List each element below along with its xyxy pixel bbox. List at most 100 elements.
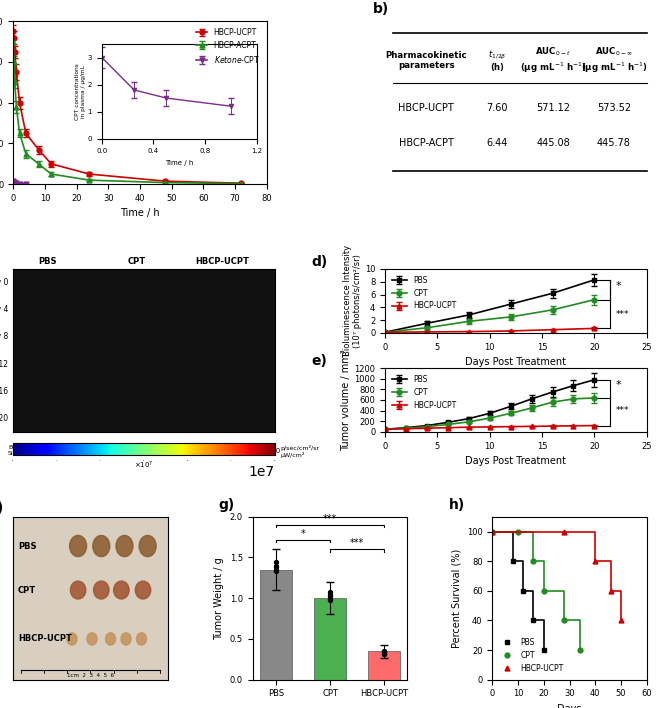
- Text: Day 4: Day 4: [0, 305, 8, 314]
- Ellipse shape: [106, 633, 116, 645]
- Legend: PBS, CPT, HBCP-UCPT: PBS, CPT, HBCP-UCPT: [389, 372, 459, 413]
- Y-axis label: Tumor Weight / g: Tumor Weight / g: [214, 556, 224, 639]
- Text: HBCP-ACPT: HBCP-ACPT: [399, 139, 453, 149]
- Legend: PBS, CPT, HBCP-UCPT: PBS, CPT, HBCP-UCPT: [496, 635, 567, 676]
- Text: *: *: [615, 281, 621, 292]
- PBS: [488, 527, 496, 536]
- Text: 1cm  2  3  4  5  6: 1cm 2 3 4 5 6: [67, 673, 114, 678]
- Ellipse shape: [139, 535, 156, 556]
- X-axis label: Days: Days: [557, 704, 581, 708]
- PBS: [509, 557, 517, 566]
- Point: [271, 556, 281, 568]
- Line: CPT: CPT: [490, 529, 582, 653]
- Point: [379, 649, 389, 660]
- Text: d): d): [312, 255, 328, 269]
- PBS: [540, 646, 548, 654]
- Text: $t_{1/2\beta}$
(h): $t_{1/2\beta}$ (h): [488, 49, 507, 72]
- Ellipse shape: [93, 535, 110, 556]
- Text: h): h): [449, 498, 465, 512]
- Point: [325, 590, 335, 602]
- Ellipse shape: [116, 535, 133, 556]
- CPT: [540, 586, 548, 595]
- Text: *: *: [300, 529, 306, 539]
- Bar: [368, 651, 400, 680]
- Text: Day 8: Day 8: [0, 332, 8, 341]
- Text: f): f): [0, 501, 4, 515]
- CPT: [576, 646, 584, 654]
- Y-axis label: Tumor volume / mm³: Tumor volume / mm³: [341, 349, 352, 451]
- Text: 445.08: 445.08: [536, 139, 570, 149]
- HBCP-UCPT: [617, 616, 625, 624]
- Text: ***: ***: [615, 406, 629, 416]
- CPT: [529, 557, 537, 566]
- Line: HBCP-UCPT: HBCP-UCPT: [490, 529, 624, 623]
- Line: PBS: PBS: [490, 529, 546, 653]
- HBCP-UCPT: [488, 527, 496, 536]
- Text: 571.12: 571.12: [536, 103, 570, 113]
- Text: 573.52: 573.52: [597, 103, 631, 113]
- X-axis label: Days Post Treatment: Days Post Treatment: [465, 357, 566, 367]
- Text: HBCP-UCPT: HBCP-UCPT: [196, 257, 249, 266]
- Text: 6.44: 6.44: [486, 139, 508, 149]
- HBCP-UCPT: [560, 527, 568, 536]
- Text: PBS: PBS: [18, 542, 36, 551]
- Ellipse shape: [71, 581, 86, 599]
- Ellipse shape: [137, 633, 147, 645]
- Point: [271, 565, 281, 576]
- Ellipse shape: [114, 581, 129, 599]
- Text: g): g): [218, 498, 235, 512]
- Point: [325, 595, 335, 606]
- PBS: [519, 586, 527, 595]
- CPT: [488, 527, 496, 536]
- Text: Bioluminescence
Signal: Bioluminescence Signal: [8, 445, 61, 456]
- Legend: PBS, CPT, HBCP-UCPT: PBS, CPT, HBCP-UCPT: [389, 273, 459, 314]
- Text: 1.0: 1.0: [94, 448, 105, 455]
- Bar: [314, 598, 346, 680]
- Point: [271, 561, 281, 572]
- Text: 2.0: 2.0: [180, 448, 191, 455]
- Text: *: *: [615, 380, 621, 390]
- Y-axis label: Percent Survival (%): Percent Survival (%): [451, 549, 461, 648]
- Point: [379, 649, 389, 660]
- Point: [379, 645, 389, 656]
- Text: 445.78: 445.78: [597, 139, 631, 149]
- Point: [271, 561, 281, 573]
- Text: Day 16: Day 16: [0, 387, 8, 396]
- Text: Day 12: Day 12: [0, 360, 8, 369]
- Text: Day 0: Day 0: [0, 278, 8, 287]
- Text: $\times10^7$: $\times10^7$: [135, 459, 154, 471]
- X-axis label: Time / h: Time / h: [120, 208, 160, 219]
- Bar: [260, 570, 292, 680]
- Ellipse shape: [121, 633, 131, 645]
- Text: p/sec/cm²/sr
μW/cm²: p/sec/cm²/sr μW/cm²: [280, 445, 319, 458]
- Ellipse shape: [67, 633, 77, 645]
- Text: b): b): [373, 2, 389, 16]
- Text: AUC$_{0-t}$
(μg mL$^{-1}$ h$^{-1}$): AUC$_{0-t}$ (μg mL$^{-1}$ h$^{-1}$): [519, 46, 586, 75]
- Ellipse shape: [87, 633, 97, 645]
- Point: [325, 589, 335, 600]
- Text: CPT: CPT: [18, 586, 36, 595]
- Text: ***: ***: [350, 539, 364, 549]
- Text: HBCP-UCPT: HBCP-UCPT: [18, 634, 72, 644]
- Text: PBS: PBS: [38, 257, 57, 266]
- Text: Day 20: Day 20: [0, 414, 8, 423]
- Ellipse shape: [69, 535, 86, 556]
- Point: [325, 593, 335, 605]
- X-axis label: Days Post Treatment: Days Post Treatment: [465, 456, 566, 467]
- HBCP-UCPT: [591, 557, 599, 566]
- Text: AUC$_{0-∞}$
(μg mL$^{-1}$ h$^{-1}$): AUC$_{0-∞}$ (μg mL$^{-1}$ h$^{-1}$): [581, 46, 647, 75]
- Legend: HBCP-UCPT, HBCP-ACPT, $\it{Ketone}$-CPT: HBCP-UCPT, HBCP-ACPT, $\it{Ketone}$-CPT: [193, 25, 263, 68]
- Ellipse shape: [135, 581, 150, 599]
- Point: [379, 646, 389, 658]
- Text: Pharmacokinetic
parameters: Pharmacokinetic parameters: [385, 51, 467, 70]
- Text: 3.0: 3.0: [269, 448, 280, 455]
- Text: e): e): [312, 354, 327, 368]
- Point: [271, 565, 281, 576]
- CPT: [560, 616, 568, 624]
- Text: 7.60: 7.60: [486, 103, 508, 113]
- CPT: [514, 527, 522, 536]
- Ellipse shape: [94, 581, 109, 599]
- Point: [325, 586, 335, 598]
- PBS: [529, 616, 537, 624]
- Y-axis label: Bioluminescence Intensity
(10⁷ photons/s/cm²/sr): Bioluminescence Intensity (10⁷ photons/s…: [343, 246, 362, 357]
